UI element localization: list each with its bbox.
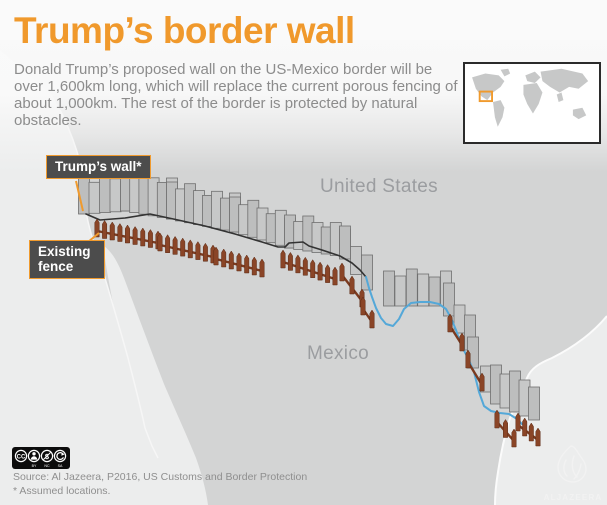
fence-post	[140, 227, 146, 247]
gulf-of-mexico	[495, 316, 607, 505]
footnote-text: * Assumed locations.	[13, 485, 111, 497]
fence-post	[236, 252, 242, 272]
border-region-highlight	[478, 90, 493, 103]
fence-post	[187, 239, 193, 259]
fence-post	[157, 232, 163, 252]
page-title: Trump’s border wall	[14, 10, 355, 51]
world-map-icon	[472, 68, 589, 127]
fence-post	[494, 409, 500, 429]
svg-text:NC: NC	[44, 464, 50, 468]
fence-post	[295, 254, 301, 274]
fence-post	[132, 226, 138, 245]
wall-slab	[443, 282, 455, 317]
fence-post	[339, 262, 345, 282]
fence-post	[515, 412, 521, 432]
fence-post	[117, 223, 123, 242]
fence-post	[465, 349, 471, 369]
fence-post	[459, 332, 465, 352]
fence-post	[360, 296, 366, 316]
fence-post	[302, 256, 308, 276]
fence-post	[325, 264, 331, 283]
aljazeera-logo: ALJAZEERA	[540, 443, 606, 502]
fence-post	[109, 221, 115, 241]
footer: Source: Al Jazeera, P2016, US Customs an…	[13, 470, 307, 498]
wall-slab	[88, 181, 101, 214]
wall-slab	[528, 386, 540, 421]
aljazeera-flame-icon	[557, 445, 587, 483]
fence-post	[102, 220, 108, 239]
fence-post	[528, 422, 534, 442]
fence-post	[147, 229, 153, 248]
fence-post	[332, 266, 338, 286]
fence-post	[503, 419, 508, 438]
wall-callout-text: Trump’s wall*	[55, 159, 142, 174]
svg-text:CC: CC	[17, 454, 26, 460]
label-united-states: United States	[320, 176, 438, 197]
fence-post	[535, 427, 541, 447]
fence-post	[349, 275, 355, 295]
wall-slab	[405, 268, 418, 307]
fence-post	[202, 242, 208, 262]
fence-post	[165, 234, 171, 253]
fence-post	[172, 235, 178, 255]
creative-commons-badge: CC $ BY NC SA	[12, 447, 70, 474]
fence-post	[180, 237, 186, 257]
source-text: Source: Al Jazeera, P2016, US Customs an…	[13, 471, 308, 483]
fence-post	[447, 313, 453, 333]
fence-post	[287, 251, 293, 271]
wall-slab	[339, 225, 351, 260]
fence-post	[317, 261, 323, 281]
svg-text:SA: SA	[58, 464, 63, 468]
fence-post	[195, 241, 201, 260]
land-border-line	[85, 213, 367, 278]
fence-post	[369, 309, 375, 329]
river-border-line	[365, 276, 523, 425]
world-locator-inset	[463, 62, 601, 144]
fence-post	[213, 246, 219, 266]
wall-callout-label: Trump’s wall*	[46, 155, 151, 180]
wall-slab	[383, 270, 395, 307]
fence-post	[221, 248, 227, 268]
fence-post	[522, 417, 528, 437]
fence-post	[125, 224, 130, 244]
fence-post	[479, 372, 485, 392]
fence-callout-label: Existing fence	[29, 240, 105, 280]
wall-slab	[109, 178, 122, 213]
fence-post	[259, 258, 265, 278]
fence-callout-text: Existing fence	[38, 244, 91, 275]
fence-post	[280, 249, 286, 269]
wall-connector-line	[75, 180, 84, 212]
wall-slab	[99, 174, 111, 213]
wall-slab	[394, 275, 407, 307]
cc-by-nc-sa-icon: CC $ BY NC SA	[12, 447, 70, 469]
fence-post	[251, 256, 257, 276]
fence-post	[244, 254, 250, 274]
header: Trump’s border wall Donald Trump’s propo…	[14, 10, 464, 129]
fence-post	[511, 428, 517, 448]
aljazeera-wordmark: ALJAZEERA	[543, 493, 603, 502]
svg-text:$: $	[45, 452, 50, 461]
fence-post	[228, 250, 234, 270]
fence-post	[310, 259, 316, 278]
description-text: Donald Trump’s proposed wall on the US-M…	[14, 60, 458, 129]
label-mexico: Mexico	[307, 343, 369, 364]
svg-text:BY: BY	[32, 464, 37, 468]
fence-rail	[517, 424, 539, 441]
